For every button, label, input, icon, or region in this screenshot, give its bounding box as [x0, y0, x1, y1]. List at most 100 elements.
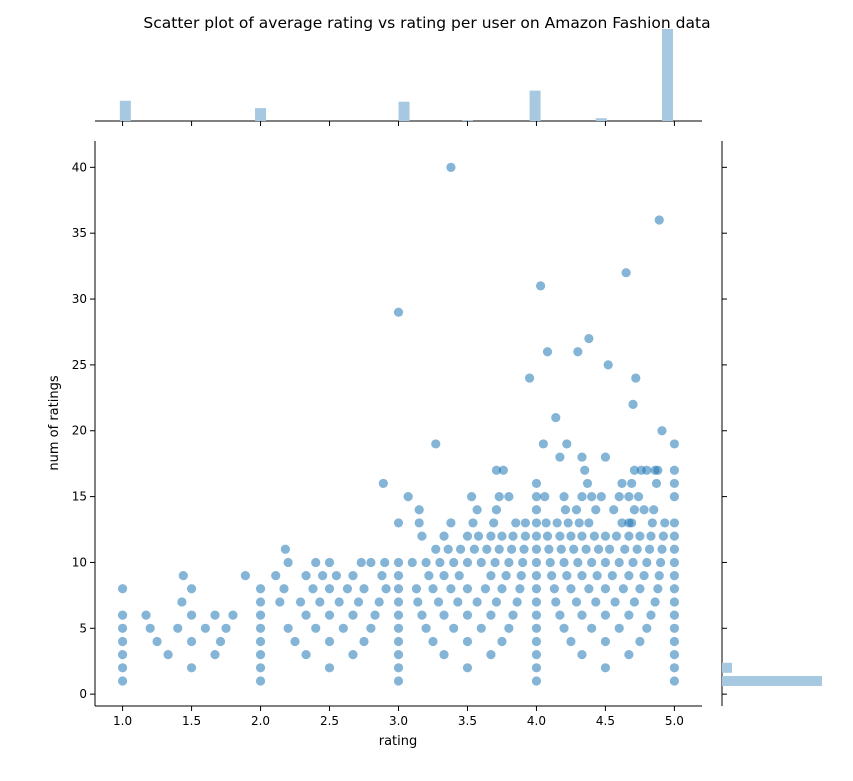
scatter-point [563, 518, 573, 528]
scatter-point [654, 571, 664, 581]
scatter-point [573, 347, 583, 357]
scatter-point [334, 597, 344, 607]
scatter-point [649, 505, 659, 515]
main-axes [94, 141, 702, 707]
scatter-point [331, 571, 342, 581]
scatter-point [295, 597, 306, 607]
y-tick-label: 0 [79, 687, 87, 701]
scatter-point [494, 491, 504, 502]
scatter-point [421, 557, 431, 568]
scatter-point [145, 623, 155, 633]
scatter-point [186, 610, 197, 620]
scatter-point [591, 597, 601, 607]
scatter-point [584, 584, 594, 594]
scatter-point [600, 452, 611, 462]
scatter-point [669, 439, 680, 449]
scatter-point [555, 610, 565, 620]
scatter-point [490, 557, 500, 568]
scatter-point [501, 571, 511, 581]
scatter-point [301, 650, 311, 660]
scatter-point [413, 597, 423, 607]
scatter-point [486, 571, 496, 581]
scatter-point [255, 597, 266, 607]
scatter-point [582, 478, 593, 489]
scatter-points [117, 162, 680, 686]
scatter-point [473, 531, 484, 541]
scatter-point [624, 491, 634, 502]
scatter-point [633, 491, 644, 502]
scatter-point [531, 623, 542, 633]
scatter-point [519, 544, 529, 554]
scatter-point [669, 584, 680, 594]
scatter-point [559, 557, 569, 568]
scatter-point [518, 557, 528, 568]
scatter-point [562, 439, 572, 449]
scatter-point [531, 610, 542, 620]
scatter-point [280, 544, 290, 554]
scatter-point [476, 623, 486, 633]
scatter-point [560, 505, 571, 515]
scatter-point [221, 623, 231, 633]
scatter-point [624, 650, 634, 660]
scatter-point [577, 610, 587, 620]
scatter-point [600, 557, 611, 568]
scatter-point [584, 333, 594, 344]
scatter-point [467, 491, 477, 502]
scatter-point [417, 610, 427, 620]
scatter-point [446, 584, 456, 594]
scatter-point [366, 557, 376, 568]
scatter-point [348, 571, 358, 581]
scatter-point [186, 636, 197, 647]
scatter-point [524, 373, 535, 383]
scatter-point [555, 452, 565, 462]
scatter-point [431, 439, 441, 449]
scatter-point [551, 597, 561, 607]
scatter-point [512, 597, 522, 607]
scatter-point [283, 557, 293, 568]
scatter-point [449, 623, 459, 633]
scatter-point [566, 531, 576, 541]
scatter-point [393, 663, 404, 673]
scatter-point [624, 610, 634, 620]
x-tick-label: 5.0 [665, 714, 684, 728]
x-tick-label: 1.5 [182, 714, 201, 728]
scatter-point [117, 636, 128, 647]
scatter-point [577, 650, 587, 660]
scatter-point [627, 478, 637, 489]
top-hist-bar [461, 120, 473, 121]
scatter-point [439, 610, 449, 620]
scatter-point [393, 518, 404, 528]
scatter-point [607, 571, 617, 581]
scatter-point [117, 584, 128, 594]
scatter-point [228, 610, 238, 620]
scatter-point [614, 557, 624, 568]
y-tick-label: 10 [72, 555, 87, 569]
scatter-point [504, 623, 514, 633]
scatter-point [639, 505, 649, 515]
scatter-point [414, 505, 424, 515]
scatter-point [587, 491, 597, 502]
scatter-point [574, 518, 584, 528]
scatter-point [186, 663, 197, 673]
scatter-point [497, 636, 507, 647]
scatter-point [660, 518, 670, 528]
scatter-point [443, 544, 453, 554]
scatter-point [210, 650, 220, 660]
scatter-point [631, 373, 641, 383]
scatter-point [152, 636, 162, 647]
scatter-point [600, 663, 611, 673]
scatter-point [117, 663, 128, 673]
scatter-point [324, 663, 335, 673]
scatter-point [240, 571, 250, 581]
scatter-point [531, 676, 542, 686]
scatter-point [559, 491, 569, 502]
scatter-point [469, 544, 479, 554]
scatter-point [600, 531, 611, 541]
scatter-point [393, 584, 404, 594]
scatter-point [520, 518, 531, 528]
scatter-point [657, 544, 667, 554]
scatter-point [635, 636, 645, 647]
scatter-point [486, 531, 496, 541]
scatter-point [200, 623, 210, 633]
y-axis-label: num of ratings [47, 375, 62, 470]
